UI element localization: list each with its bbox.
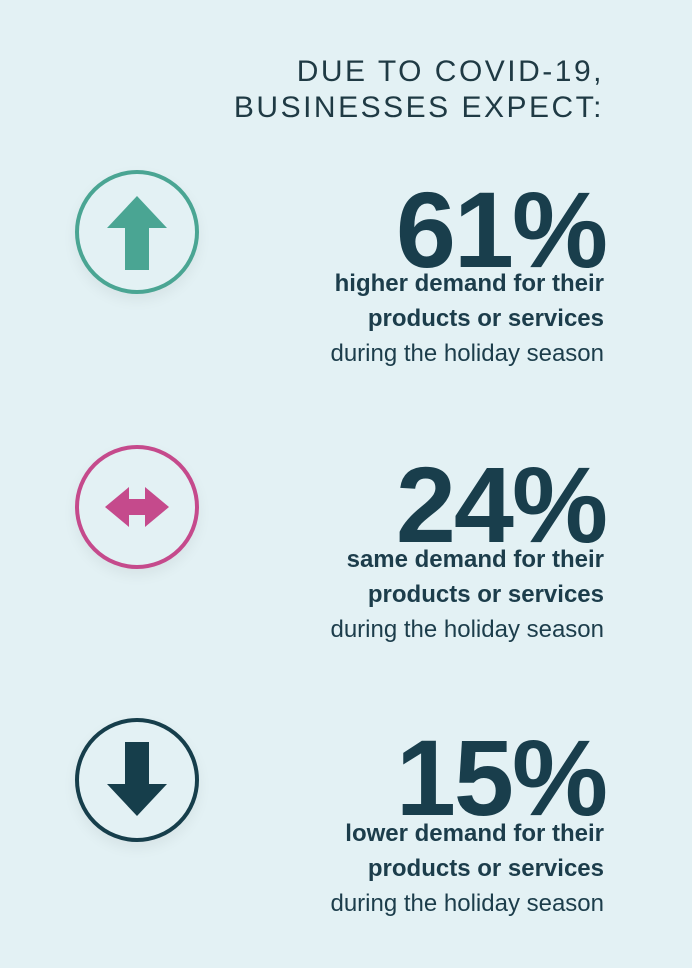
stat-same-demand: 24% same demand for their products or se…: [0, 445, 692, 665]
headline: DUE TO COVID-19, BUSINESSES EXPECT:: [234, 54, 604, 126]
stat-desc-line-2: products or services: [367, 855, 604, 882]
headline-line-2: BUSINESSES EXPECT:: [233, 91, 604, 124]
stat-percent: 24%: [395, 444, 608, 565]
stat-desc-line-1: lower demand for their: [345, 820, 604, 847]
stat-desc-line-2: products or services: [367, 305, 604, 332]
arrow-down-icon: [75, 718, 199, 842]
stat-desc-line-1: higher demand for their: [334, 270, 604, 297]
stat-percent: 15%: [395, 717, 608, 838]
stat-desc-line-3: during the holiday season: [330, 890, 604, 917]
stat-desc-line-1: same demand for their: [346, 546, 604, 573]
stat-description: higher demand for their products or serv…: [330, 266, 604, 371]
arrow-left-right-icon: [75, 445, 199, 569]
stat-desc-line-3: during the holiday season: [330, 616, 604, 643]
stat-description: lower demand for their products or servi…: [330, 816, 604, 921]
stat-desc-line-3: during the holiday season: [330, 340, 604, 367]
arrow-up-icon: [75, 170, 199, 294]
stat-lower-demand: 15% lower demand for their products or s…: [0, 718, 692, 938]
stat-percent: 61%: [395, 169, 608, 290]
stat-higher-demand: 61% higher demand for their products or …: [0, 170, 692, 390]
headline-line-1: DUE TO COVID-19,: [296, 55, 604, 88]
stat-desc-line-2: products or services: [367, 581, 604, 608]
stat-description: same demand for their products or servic…: [330, 542, 604, 647]
